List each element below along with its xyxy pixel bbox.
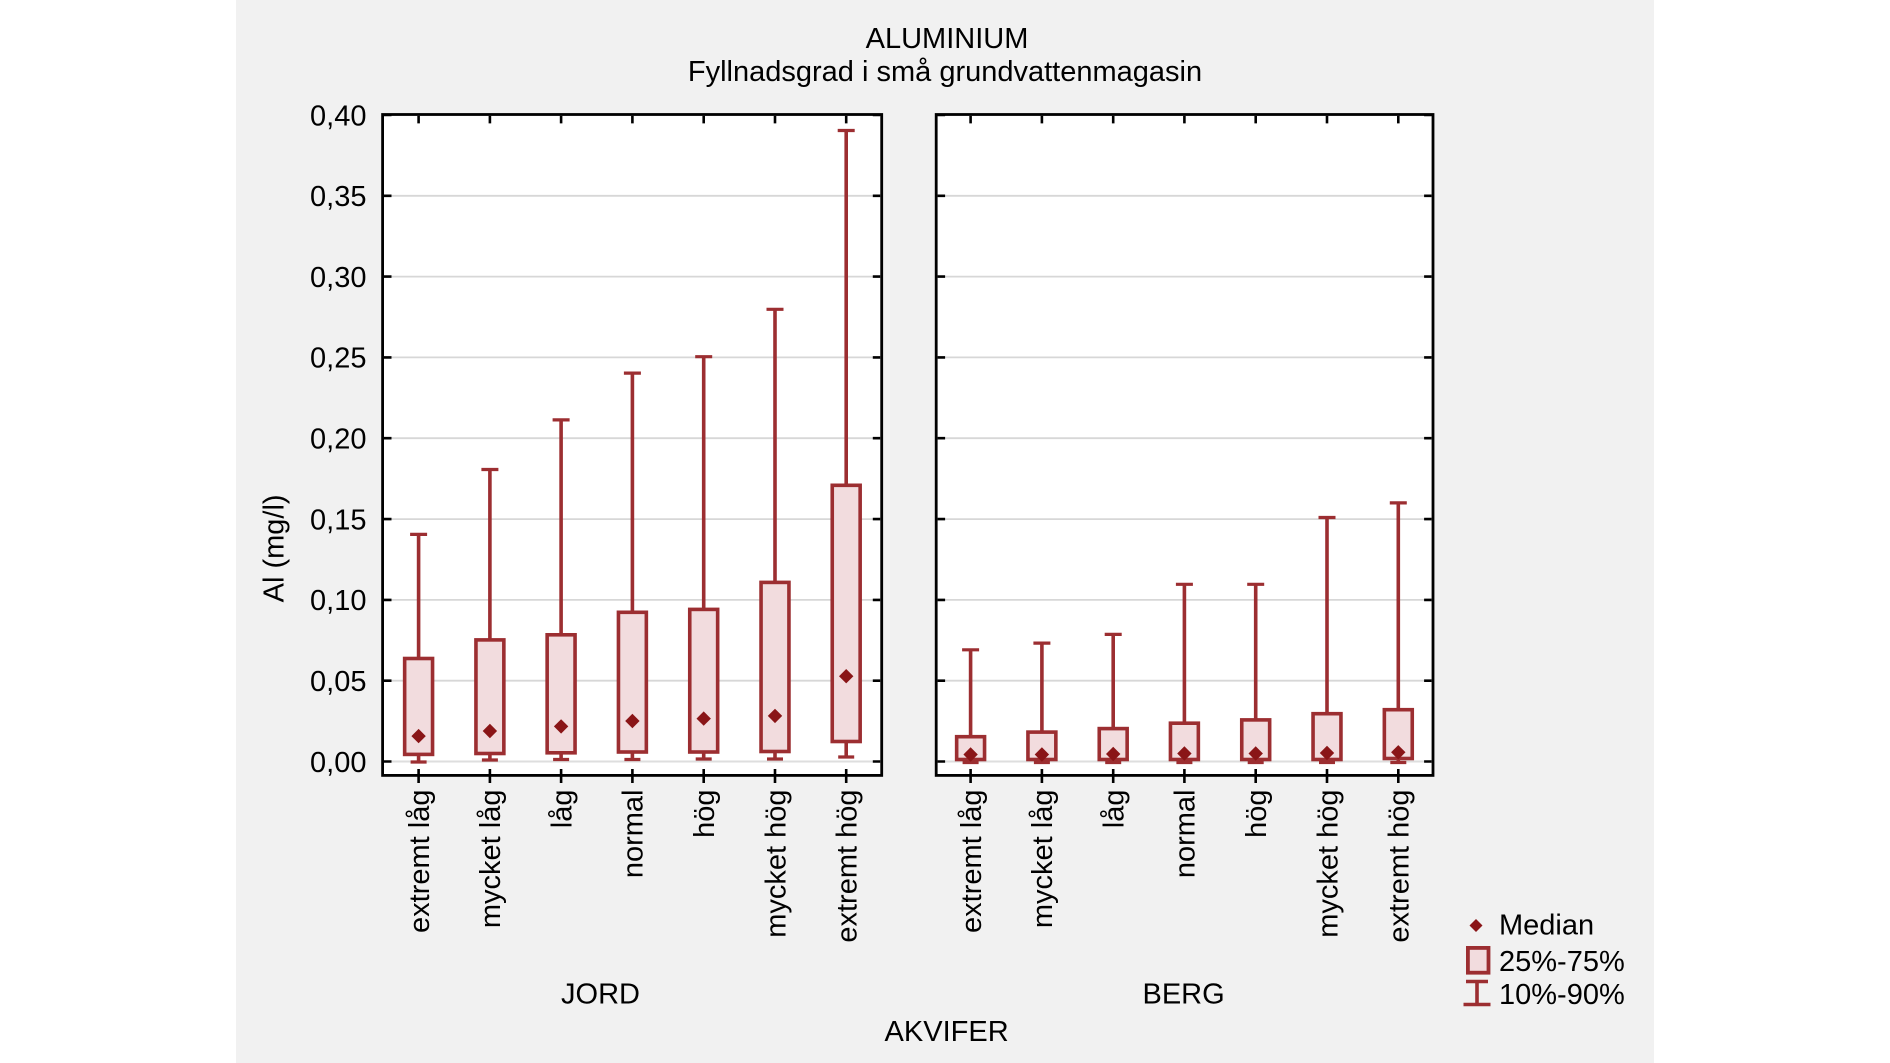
svg-text:0,00: 0,00 — [310, 747, 366, 779]
svg-text:0,40: 0,40 — [310, 100, 366, 132]
svg-text:Al (mg/l): Al (mg/l) — [259, 494, 291, 602]
svg-text:JORD: JORD — [561, 979, 640, 1011]
svg-text:Median: Median — [1499, 910, 1594, 942]
svg-text:0,35: 0,35 — [310, 181, 366, 213]
svg-text:normal: normal — [1170, 790, 1202, 879]
svg-text:0,30: 0,30 — [310, 262, 366, 294]
svg-text:extremt hög: extremt hög — [832, 790, 864, 943]
svg-text:extremt hög: extremt hög — [1384, 790, 1416, 943]
svg-text:extremt låg: extremt låg — [404, 790, 436, 933]
svg-text:mycket låg: mycket låg — [475, 790, 507, 929]
svg-text:låg: låg — [1099, 790, 1131, 829]
svg-text:0,10: 0,10 — [310, 585, 366, 617]
svg-text:ALUMINIUM: ALUMINIUM — [866, 23, 1029, 55]
svg-text:låg: låg — [546, 790, 578, 829]
svg-text:Fyllnadsgrad i små grundvatten: Fyllnadsgrad i små grundvattenmagasin — [688, 56, 1202, 88]
svg-text:mycket hög: mycket hög — [760, 790, 792, 938]
svg-text:0,20: 0,20 — [310, 424, 366, 456]
svg-text:normal: normal — [618, 790, 650, 879]
svg-text:0,15: 0,15 — [310, 504, 366, 536]
svg-text:extremt låg: extremt låg — [956, 790, 988, 933]
svg-text:mycket låg: mycket låg — [1027, 790, 1059, 929]
svg-text:hög: hög — [1241, 790, 1273, 838]
svg-text:BERG: BERG — [1143, 979, 1225, 1011]
svg-text:0,05: 0,05 — [310, 666, 366, 698]
svg-text:AKVIFER: AKVIFER — [885, 1016, 1009, 1048]
svg-text:mycket hög: mycket hög — [1312, 790, 1344, 938]
svg-text:0,25: 0,25 — [310, 343, 366, 375]
svg-text:25%-75%: 25%-75% — [1499, 946, 1625, 978]
svg-text:10%-90%: 10%-90% — [1499, 979, 1625, 1011]
svg-text:hög: hög — [689, 790, 721, 838]
